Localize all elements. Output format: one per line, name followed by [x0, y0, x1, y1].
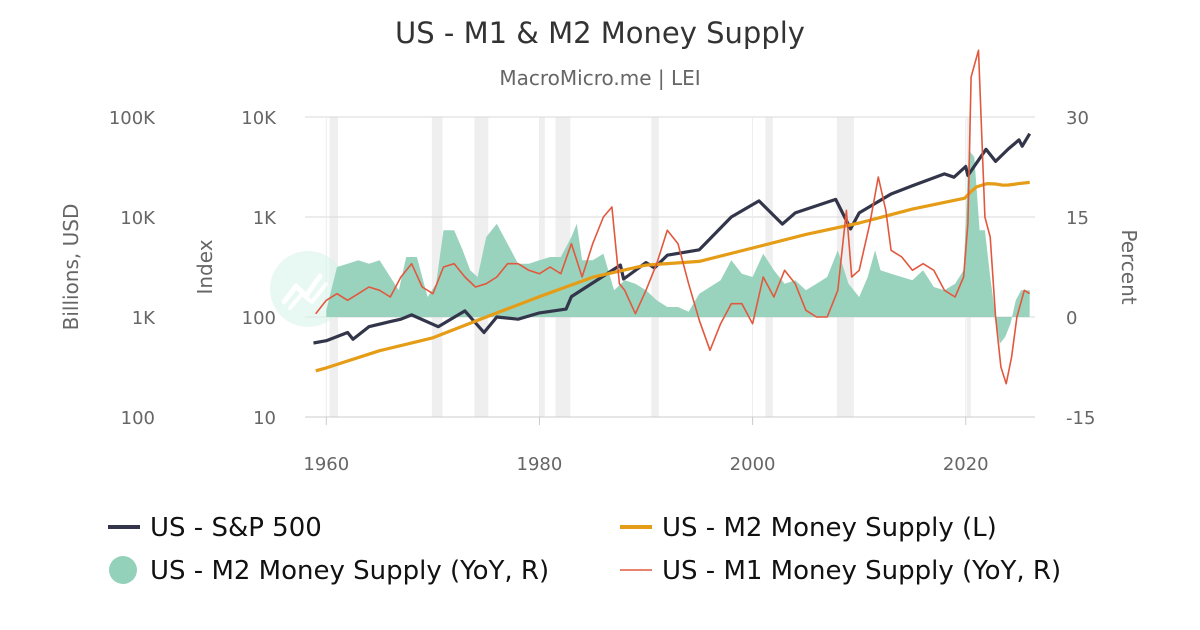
series-line-us-s-p-500	[313, 132, 1032, 345]
chart-subtitle: MacroMicro.me | LEI	[499, 66, 700, 90]
y-tick-label-billions: 10K	[120, 208, 156, 229]
x-tick-label: 2000	[730, 454, 776, 475]
legend-item-us-m1-money-supply-yoy-r[interactable]: US - M1 Money Supply (YoY, R)	[620, 556, 1061, 586]
y-tick-label-billions: 100K	[109, 108, 156, 129]
y-tick-label-index: 10	[253, 408, 276, 429]
y-tick-label-percent: 30	[1066, 108, 1089, 129]
series-area-us-m2-money-supply-yoy-r	[326, 150, 1030, 344]
watermark-mark	[281, 273, 323, 305]
x-tick-label: 1960	[303, 454, 349, 475]
watermark-mark-2	[288, 282, 328, 310]
y-tick-label-percent: -15	[1066, 408, 1095, 429]
y-tick-label-billions: 100	[121, 408, 155, 429]
recession-band	[431, 117, 443, 417]
series-line-us-m2-money-supply-l	[315, 180, 1030, 373]
y-tick-label-index: 10K	[241, 108, 277, 129]
legend-label: US - M2 Money Supply (L)	[662, 513, 997, 543]
y-tick-label-percent: 15	[1066, 208, 1089, 229]
recession-band	[836, 117, 854, 417]
legend-label: US - M1 Money Supply (YoY, R)	[662, 556, 1061, 586]
axis-title-percent: Percent	[1117, 229, 1141, 304]
chart-title: US - M1 & M2 Money Supply	[395, 16, 805, 50]
legend-label: US - M2 Money Supply (YoY, R)	[150, 556, 549, 586]
legend-item-us-m2-money-supply-yoy-r[interactable]: US - M2 Money Supply (YoY, R)	[109, 556, 549, 586]
axis-title-billions: Billions, USD	[59, 204, 83, 331]
y-tick-label-billions: 1K	[132, 308, 156, 329]
y-tick-label-index: 1K	[253, 208, 277, 229]
legend-marker-circle	[109, 556, 137, 584]
x-tick-label: 2020	[943, 454, 989, 475]
series-layer	[313, 49, 1032, 385]
legend-item-us-m2-money-supply-l[interactable]: US - M2 Money Supply (L)	[620, 513, 997, 543]
y-tick-label-percent: 0	[1066, 308, 1077, 329]
x-tick-label: 1980	[517, 454, 563, 475]
y-tick-label-index: 100	[242, 308, 276, 329]
legend-item-us-s-p-500[interactable]: US - S&P 500	[108, 513, 322, 543]
legend-label: US - S&P 500	[150, 513, 322, 543]
legend: US - S&P 500 US - M2 Money Supply (L) US -…	[108, 513, 1061, 586]
series-line-us-m1-money-supply-yoy-r	[315, 49, 1031, 385]
axis-title-index: Index	[193, 239, 217, 294]
